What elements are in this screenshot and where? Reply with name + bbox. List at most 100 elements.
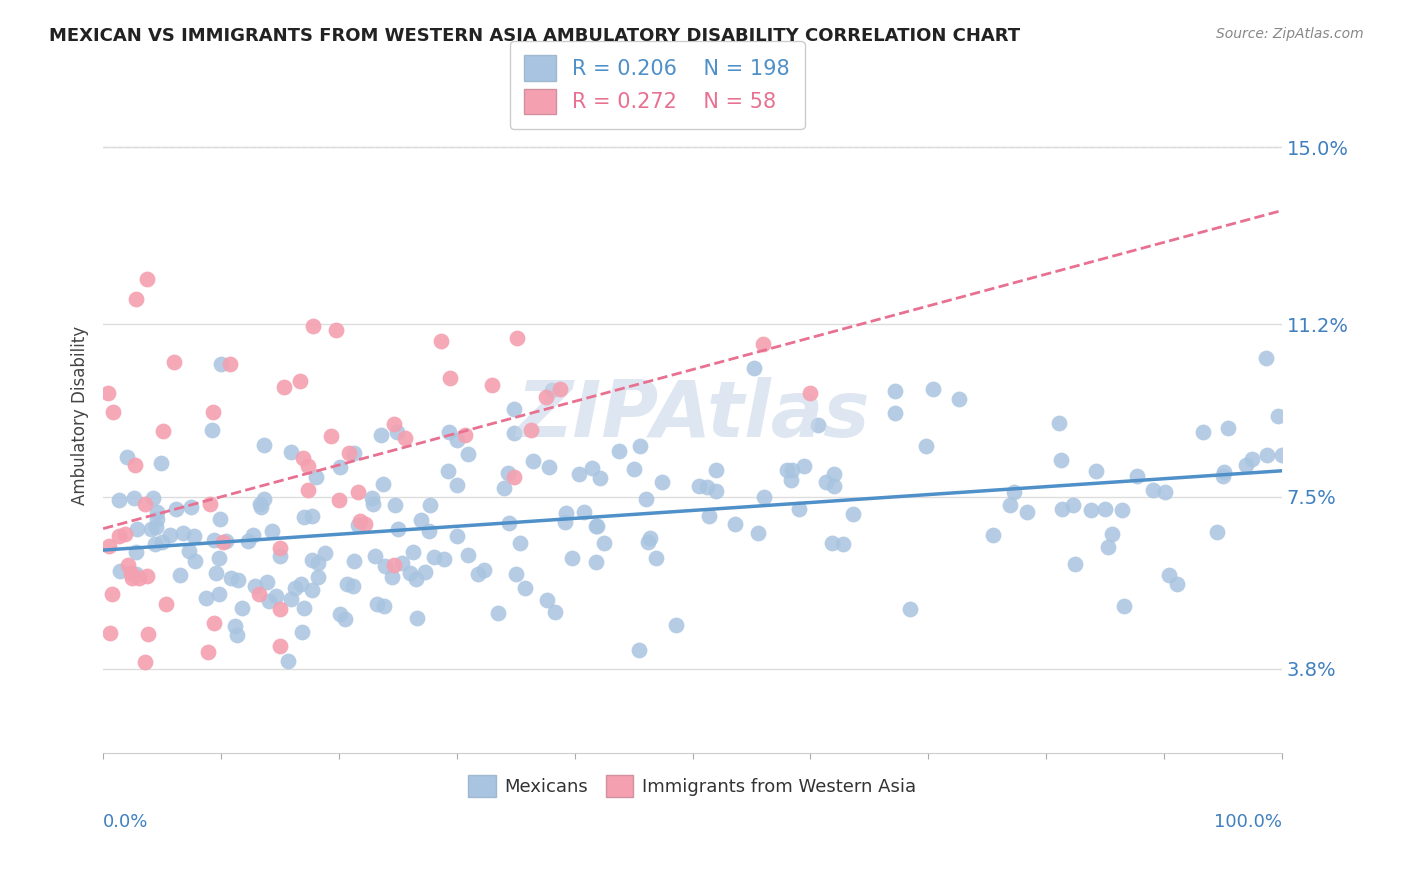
Point [301,319,323,334]
Point [1050,452,1073,467]
Point [536,592,558,607]
Point [145,505,167,519]
Point [366,597,388,611]
Point [163,355,186,369]
Point [218,357,240,371]
Point [205,566,228,580]
Point [301,508,323,523]
Point [415,565,437,579]
Point [277,654,299,668]
Point [329,607,352,621]
Point [128,571,150,585]
Point [314,546,336,560]
Point [585,555,607,569]
Point [1015,505,1038,519]
Point [884,384,907,399]
Text: ZIPAtlas: ZIPAtlas [516,377,869,453]
Text: Source: ZipAtlas.com: Source: ZipAtlas.com [1216,27,1364,41]
Point [457,548,479,562]
Point [754,490,776,504]
Point [98,626,121,640]
Point [245,579,267,593]
Point [361,497,384,511]
Point [354,516,377,531]
Point [97,539,120,553]
Point [496,466,519,480]
Point [823,467,845,481]
Point [1064,557,1087,571]
Point [202,533,225,547]
Point [134,656,156,670]
Point [1052,502,1074,516]
Point [264,589,287,603]
Point [787,502,810,516]
Point [780,463,803,477]
Point [1166,577,1188,591]
Point [184,554,207,568]
Point [391,556,413,570]
Point [211,534,233,549]
Point [307,556,329,570]
Point [207,550,229,565]
Point [638,531,661,545]
Point [505,331,527,345]
Point [208,512,231,526]
Point [419,498,441,512]
Point [538,460,561,475]
Point [780,474,803,488]
Point [1084,463,1107,477]
Point [117,558,139,573]
Point [1111,502,1133,516]
Text: MEXICAN VS IMMIGRANTS FROM WESTERN ASIA AMBULATORY DISABILITY CORRELATION CHART: MEXICAN VS IMMIGRANTS FROM WESTERN ASIA … [49,27,1021,45]
Point [328,492,350,507]
Point [226,628,249,642]
Point [1080,503,1102,517]
Point [145,520,167,534]
Point [273,380,295,394]
Point [544,605,567,619]
Point [742,361,765,376]
Point [122,491,145,506]
Point [561,550,583,565]
Point [509,535,531,549]
Point [124,292,146,306]
Point [384,498,406,512]
Point [301,582,323,597]
Point [346,518,368,533]
Point [371,477,394,491]
Point [373,599,395,613]
Point [1047,416,1070,430]
Point [347,484,370,499]
Point [554,515,576,529]
Point [752,336,775,351]
Point [494,481,516,495]
Point [290,577,312,591]
Point [124,566,146,581]
Point [257,594,280,608]
Point [236,533,259,548]
Point [269,549,291,563]
Point [1097,540,1119,554]
Point [1157,567,1180,582]
Point [915,439,938,453]
Point [249,497,271,511]
Point [382,558,405,572]
Point [124,458,146,472]
Point [437,425,460,439]
Point [292,509,315,524]
Point [145,512,167,526]
Point [114,527,136,541]
Point [253,437,276,451]
Point [269,541,291,555]
Point [1212,465,1234,479]
Point [136,627,159,641]
Point [385,425,408,439]
Point [280,444,302,458]
Point [342,579,364,593]
Point [1112,599,1135,614]
Point [697,509,720,524]
Legend: Mexicans, Immigrants from Western Asia: Mexicans, Immigrants from Western Asia [461,768,924,805]
Point [108,493,131,508]
Point [291,625,314,640]
Point [1125,468,1147,483]
